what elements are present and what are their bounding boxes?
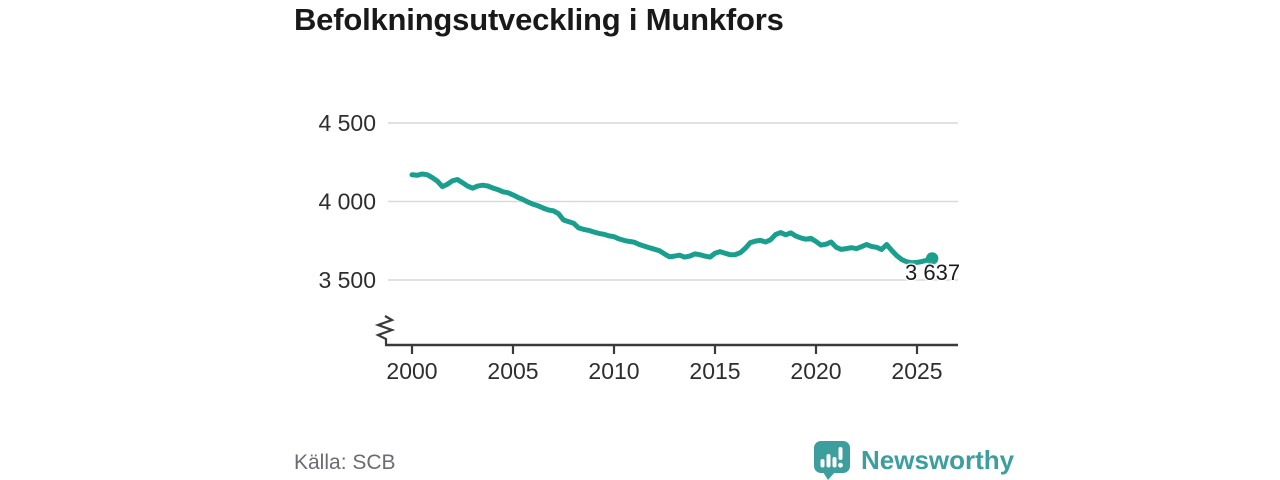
x-axis-label: 2025 xyxy=(891,358,942,384)
population-line xyxy=(409,171,935,266)
last-point-marker xyxy=(925,252,939,265)
last-value-label: 3 637 xyxy=(905,260,961,285)
axis-break-icon xyxy=(374,315,396,345)
x-axis-label: 2000 xyxy=(386,358,437,384)
x-axis-label: 2020 xyxy=(790,358,841,384)
source-text: Källa: SCB xyxy=(294,451,396,474)
x-axis-label: 2005 xyxy=(487,358,538,384)
y-axis-label: 4 500 xyxy=(318,110,376,136)
x-axis-label: 2015 xyxy=(689,358,740,384)
newsworthy-chart-bubble-icon xyxy=(814,441,850,480)
y-axis-label: 4 000 xyxy=(318,189,376,215)
newsworthy-logo: Newsworthy xyxy=(813,440,1014,480)
newsworthy-wordmark: Newsworthy xyxy=(861,445,1015,475)
page-title: Befolkningsutveckling i Munkfors xyxy=(294,2,784,37)
y-axis-label: 3 500 xyxy=(318,267,376,293)
x-axis-label: 2010 xyxy=(588,358,639,384)
